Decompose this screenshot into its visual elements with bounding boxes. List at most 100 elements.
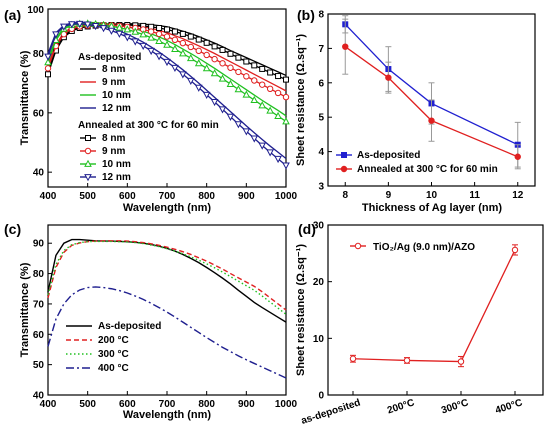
panel-a-data-point [243, 73, 250, 80]
panel-a-data-point [242, 128, 251, 136]
panel-a-data-point [171, 28, 178, 35]
panel-a-data-point [179, 39, 187, 47]
panel-a-data-point [163, 33, 171, 40]
panel-a-legend-marker [84, 159, 92, 167]
panel-a-legend-marker [84, 147, 92, 155]
panel-a-data-point [234, 121, 243, 129]
panel-d-frame [327, 224, 544, 396]
panel-b-xlabel: Thickness of Ag layer (nm) [362, 202, 503, 214]
panel-a-data-point [282, 93, 290, 101]
panel-a-ytick-label: 80 [33, 49, 45, 60]
panel-a-data-point [259, 65, 266, 72]
panel-c-legend-label: 400 °C [98, 363, 129, 374]
panel-a-xtick-label: 800 [198, 191, 215, 202]
panel-b-data-point [514, 153, 521, 160]
panel-a-data-point [155, 36, 163, 44]
panel-a-data-point [227, 64, 234, 71]
panel-d-ytick-label: 0 [318, 391, 324, 402]
panel-a-data-point [139, 42, 148, 51]
panel-c-ytick-label: 50 [33, 360, 45, 371]
panel-a-legend-label: 9 nm [102, 77, 125, 88]
panel-a-data-point [186, 77, 195, 86]
panel-c-xtick-label: 600 [119, 399, 136, 410]
panel-a-data-point [147, 33, 155, 41]
panel-a-data-point [274, 89, 282, 97]
panel-a-data-point [234, 85, 243, 93]
panel-a-data-point [163, 40, 171, 48]
panel-a-legend-marker [85, 135, 91, 141]
panel-d-xtick-label: 200°C [386, 397, 416, 416]
panel-a-data-point [218, 74, 227, 82]
panel-c-xtick-label: 900 [238, 399, 255, 410]
panel-a-data-point [282, 117, 290, 125]
panel-a-data-point [123, 25, 132, 33]
panel-c-frame [47, 224, 287, 396]
panel-a-data-point [267, 69, 274, 76]
panel-d-ytick-label: 10 [313, 334, 325, 345]
panel-c-ytick-label: 80 [33, 269, 45, 280]
panel-a-data-point [67, 21, 76, 29]
panel-a-data-point [250, 95, 259, 103]
panel-c: (c) Wavelength (nm) Transmittance (%) 40… [4, 221, 298, 421]
panel-a-data-point [164, 26, 170, 33]
panel-a-data-point [227, 50, 234, 57]
panel-a-data-point [251, 62, 258, 69]
panel-d-series-line [352, 249, 516, 363]
panel-b-xtick-label: 8 [342, 190, 348, 201]
panel-c-xtick-label: 700 [159, 399, 176, 410]
panel-a-data-point [242, 90, 251, 98]
panel-d-xtick-label: 400°C [494, 397, 524, 416]
panel-a-data-point [83, 21, 92, 29]
panel-c-ytick-label: 60 [33, 330, 45, 341]
panel-a-data-point [251, 77, 258, 84]
panel-a-data-point [195, 47, 202, 55]
panel-a-data-point [163, 58, 171, 67]
panel-a-data-point [275, 73, 282, 80]
panel-a-legend-label: 12 nm [102, 172, 131, 183]
panel-a-data-point [266, 149, 274, 157]
panel-b-ytick-label: 8 [318, 10, 324, 21]
panel-a-data-point [179, 30, 186, 37]
panel-b-ytick-label: 6 [318, 78, 324, 89]
panel-c-label: (c) [4, 221, 21, 237]
panel-d-legend-marker [354, 242, 362, 250]
panel-a-data-point [219, 60, 226, 67]
panel-a-data-point [123, 34, 132, 42]
panel-c-xlabel: Wavelength (nm) [123, 409, 212, 421]
panel-a-data-point [211, 55, 218, 63]
panel-a-data-point [91, 23, 100, 31]
panel-a-data-point [226, 113, 235, 121]
panel-a-data-point [283, 76, 289, 83]
panel-a-data-point [235, 54, 242, 61]
panel-b-legend-marker [341, 152, 347, 158]
panel-a-data-point [147, 28, 155, 35]
panel-a-data-point [155, 53, 163, 61]
panel-b-ytick-label: 7 [318, 44, 324, 55]
panel-a-data-point [210, 69, 219, 77]
panel-a-data-point [203, 51, 210, 59]
panel-a-legend-header-asdep: As-deposited [78, 52, 141, 63]
panel-a-data-point [156, 24, 163, 31]
panel-b-data-point [342, 43, 349, 50]
panel-a-data-point [266, 85, 274, 93]
panel-a-data-point [179, 49, 187, 57]
panel-a-legend-label: 10 nm [102, 159, 131, 170]
panel-b-xtick-label: 9 [386, 190, 392, 201]
panel-b-ytick-label: 5 [318, 113, 324, 124]
panel-a-xtick-label: 900 [238, 191, 255, 202]
panel-d-ytick-label: 20 [313, 277, 325, 288]
panel-c-xtick-label: 1000 [275, 399, 298, 410]
panel-a-data-point [266, 106, 274, 114]
panel-a-data-point [194, 84, 203, 92]
panel-a-xtick-label: 400 [40, 191, 57, 202]
panel-d-label: (d) [298, 221, 316, 237]
panel-a-xtick-label: 600 [119, 191, 136, 202]
panel-a-data-point [274, 155, 282, 164]
panel-a-data-point [75, 20, 84, 29]
panel-b-ytick-label: 3 [318, 182, 324, 193]
panel-b-label: (b) [297, 7, 315, 23]
panel-a-data-point [44, 53, 52, 61]
panel-a-data-point [202, 91, 211, 99]
panel-a-data-point [282, 162, 290, 170]
panel-a-legend-header-annealed: Annealed at 300 °C for 60 min [78, 120, 219, 131]
